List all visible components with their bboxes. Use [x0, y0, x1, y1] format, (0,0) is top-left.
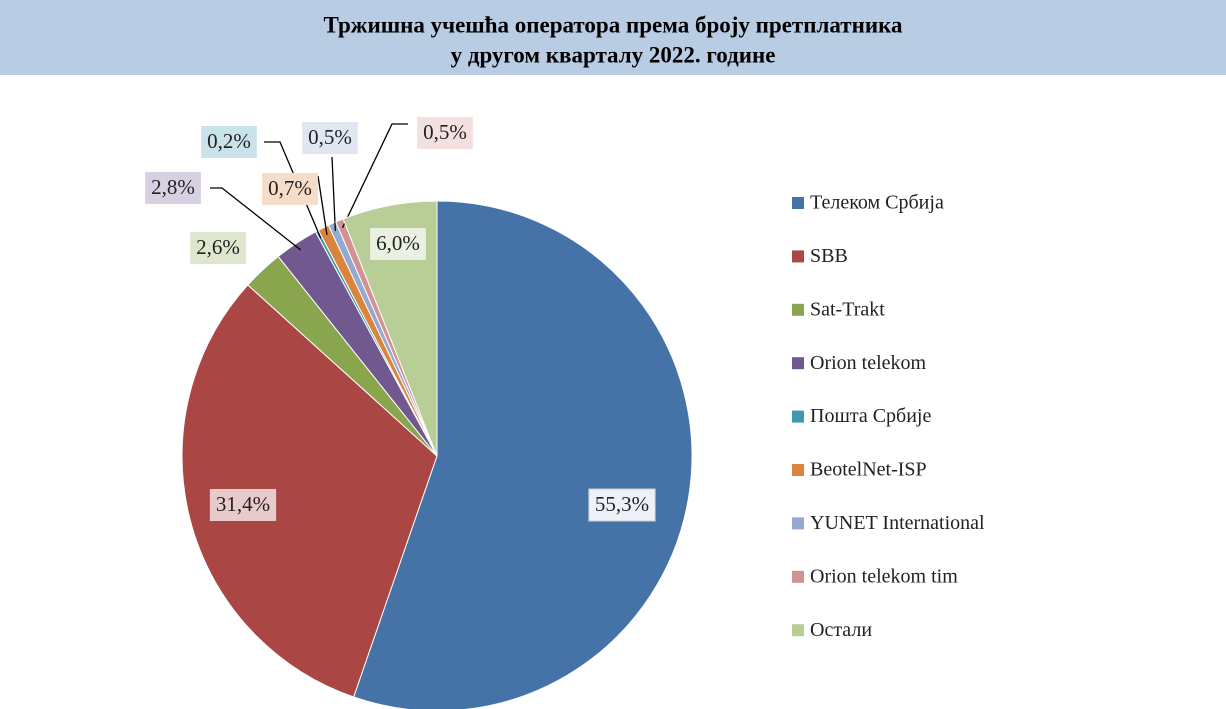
legend-swatch	[792, 357, 804, 370]
legend-swatch	[792, 197, 804, 209]
leader-line	[341, 123, 408, 229]
data-label: 31,4%	[216, 492, 270, 516]
legend-label: Orion telekom tim	[810, 565, 958, 587]
leader-line	[210, 187, 302, 251]
data-label: 0,2%	[207, 129, 251, 153]
data-label: 55,3%	[595, 492, 649, 516]
chart-title: Тржишна учешћа оператора према броју пре…	[324, 12, 903, 37]
pie-slice	[353, 200, 693, 709]
leader-line	[317, 175, 328, 235]
legend-label: BeotelNet-ISP	[810, 459, 927, 481]
legend-label: Sat-Trakt	[810, 298, 885, 320]
data-label-box	[262, 173, 318, 205]
legend-swatch	[792, 570, 804, 583]
data-label-box	[588, 488, 656, 522]
data-label: 6,0%	[376, 231, 420, 255]
data-label-box	[201, 126, 257, 158]
legend-label: Orion telekom	[810, 352, 927, 374]
legend-swatch	[792, 464, 804, 476]
data-label-box	[190, 232, 246, 264]
leader-line	[331, 156, 337, 231]
data-label-box	[417, 117, 473, 149]
legend-swatch	[792, 250, 804, 263]
leader-line	[264, 141, 322, 239]
pie-slice	[342, 200, 438, 457]
legend-label: YUNET International	[810, 512, 985, 534]
data-label-box	[302, 122, 358, 154]
legend-swatch	[792, 517, 804, 530]
legend-label: Остали	[810, 619, 872, 641]
legend-label: Пошта Србије	[810, 405, 931, 427]
data-label: 0,5%	[423, 120, 467, 144]
legend-swatch	[792, 303, 804, 316]
data-label-box	[209, 489, 277, 521]
legend-swatch	[792, 624, 804, 637]
legend-label: SBB	[810, 245, 848, 267]
chart-title: у другом кварталу 2022. године	[451, 42, 776, 67]
title-band	[0, 0, 1226, 75]
data-label: 2,6%	[196, 235, 240, 259]
legend-label: Телеком Србија	[810, 192, 944, 214]
pie-slice	[181, 284, 438, 698]
data-label: 0,7%	[268, 176, 312, 200]
data-label-box	[370, 228, 426, 260]
data-label-box	[145, 172, 201, 204]
legend-swatch	[792, 410, 804, 423]
data-label: 0,5%	[308, 125, 352, 149]
data-label: 2,8%	[151, 175, 195, 199]
